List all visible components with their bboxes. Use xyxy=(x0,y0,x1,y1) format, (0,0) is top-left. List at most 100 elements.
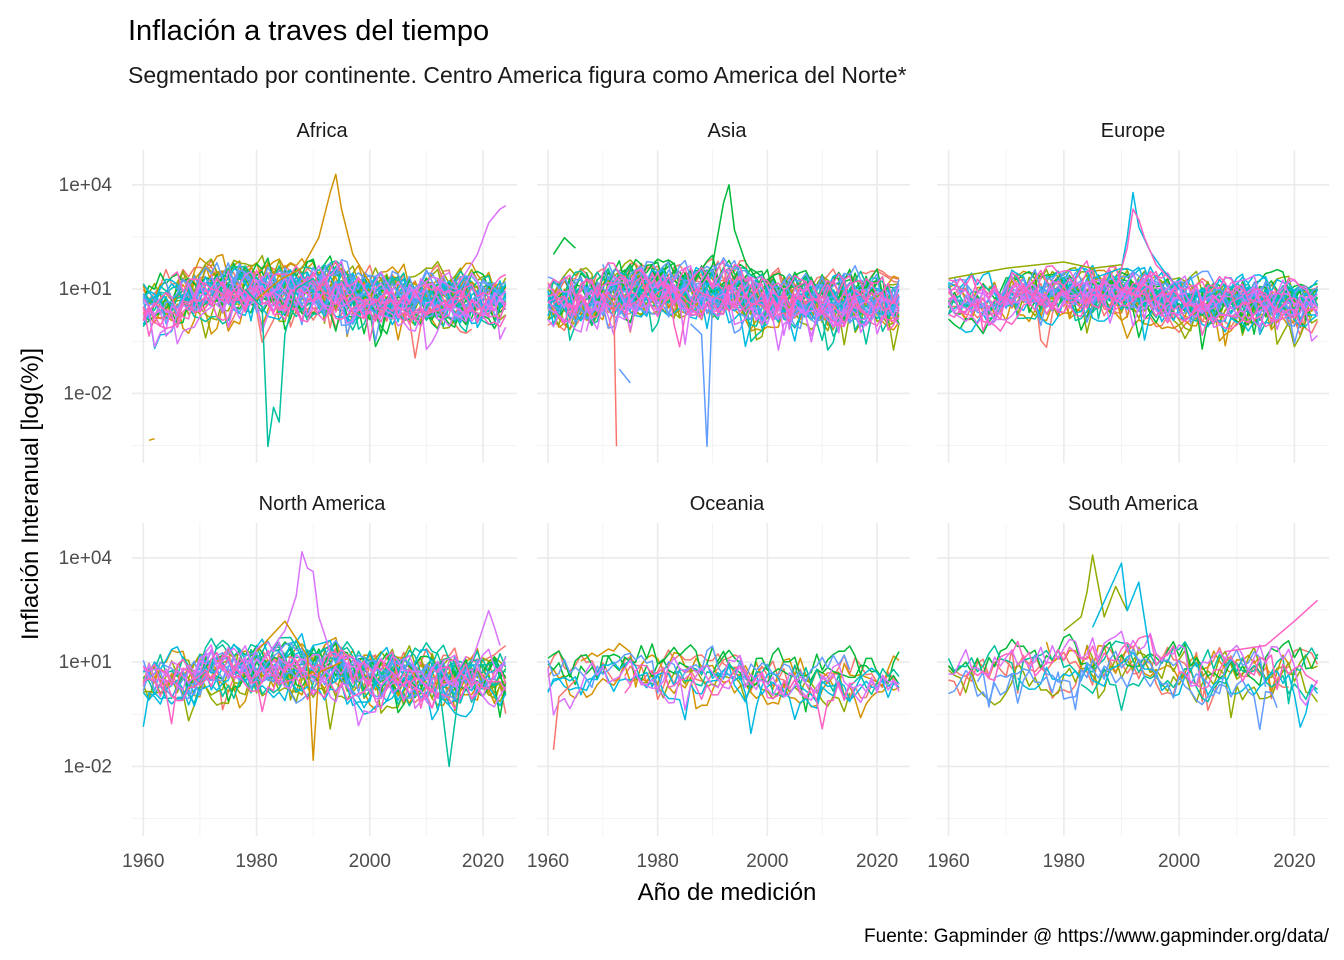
series-group xyxy=(142,173,507,448)
series-line xyxy=(948,287,1318,332)
series-line xyxy=(976,648,1267,711)
y-tick-label: 1e-02 xyxy=(63,383,112,404)
series-line xyxy=(547,654,900,716)
series-line-highlight xyxy=(948,261,1122,280)
series-line xyxy=(947,633,1319,687)
series-line xyxy=(199,636,507,699)
series-line xyxy=(651,283,900,328)
x-axis-ticks: 1960 1980 2000 2020 1960 1980 2000 2020 1960 1980… xyxy=(122,851,1315,872)
series-line-highlight xyxy=(256,173,371,301)
series-line xyxy=(227,664,507,727)
panel-south-america: South America xyxy=(937,493,1329,836)
series-line xyxy=(976,283,1301,336)
series-line xyxy=(142,645,507,690)
panel-north-america: North America xyxy=(132,493,517,836)
x-tick-label: 2000 xyxy=(746,851,788,872)
panel-europe: Europe xyxy=(937,120,1329,463)
series-line xyxy=(142,651,506,710)
series-line xyxy=(547,275,900,348)
series-line xyxy=(947,283,1319,331)
series-line-highlight xyxy=(1225,599,1319,653)
series-line-highlight xyxy=(148,437,155,442)
series-line xyxy=(182,659,462,704)
series-line-highlight xyxy=(552,236,576,255)
series-line xyxy=(142,651,507,725)
panel-label-south-america: South America xyxy=(1068,493,1199,515)
y-tick-label: 1e+04 xyxy=(59,175,113,196)
series-group xyxy=(142,550,507,768)
series-line xyxy=(948,658,1278,731)
y-axis-title: Inflación Interanual [log(%)] xyxy=(17,348,44,640)
x-tick-label: 1980 xyxy=(1043,851,1085,872)
series-line xyxy=(547,259,900,309)
panel-africa: Africa xyxy=(132,120,517,463)
series-line xyxy=(547,650,900,713)
series-line xyxy=(624,663,856,730)
panel-asia: Asia xyxy=(537,120,910,463)
x-tick-label: 1960 xyxy=(122,851,164,872)
series-group xyxy=(947,554,1319,731)
series-line xyxy=(948,269,1266,304)
panel-plot-oceania xyxy=(537,523,910,836)
panel-plot-europe xyxy=(937,150,1329,463)
series-line xyxy=(1080,661,1318,711)
series-line-highlight xyxy=(552,679,576,750)
panel-label-europe: Europe xyxy=(1101,120,1166,142)
panel-label-north-america: North America xyxy=(259,493,387,515)
series-line-highlight xyxy=(470,609,501,663)
series-line xyxy=(948,630,1319,706)
x-axis-title: Año de medición xyxy=(638,879,817,906)
x-tick-label: 2020 xyxy=(1273,851,1315,872)
series-group xyxy=(547,642,900,750)
series-line xyxy=(547,645,851,694)
series-line-highlight xyxy=(244,277,314,448)
series-line xyxy=(142,284,479,345)
panel-oceania: Oceania xyxy=(537,493,910,836)
series-line-highlight xyxy=(618,368,631,384)
series-line xyxy=(965,635,1318,691)
series-line xyxy=(142,664,484,710)
y-tick-label: 1e+01 xyxy=(59,279,112,300)
series-line xyxy=(547,643,900,685)
series-line-highlight xyxy=(602,291,618,447)
series-line xyxy=(547,649,900,689)
x-tick-label: 2020 xyxy=(462,851,504,872)
x-tick-label: 2000 xyxy=(1158,851,1200,872)
series-line xyxy=(142,282,507,330)
series-line xyxy=(142,275,501,342)
series-line-highlight xyxy=(437,205,507,290)
chart-caption: Fuente: Gapminder @ https://www.gapminde… xyxy=(864,926,1330,947)
series-line xyxy=(142,281,507,351)
x-tick-label: 1960 xyxy=(527,851,569,872)
series-line-highlight xyxy=(690,288,725,448)
chart-subtitle: Segmentado por continente. Centro Americ… xyxy=(128,62,907,88)
y-axis-ticks: 1e-02 1e+01 1e+04 1e-02 1e+01 1e+04 xyxy=(59,175,113,778)
panel-plot-north-america xyxy=(132,523,517,836)
x-tick-label: 1960 xyxy=(927,851,969,872)
x-tick-label: 2000 xyxy=(349,851,391,872)
panel-label-africa: Africa xyxy=(296,120,348,142)
series-line xyxy=(142,286,507,337)
series-line-highlight xyxy=(256,620,342,762)
series-line xyxy=(547,263,895,310)
panel-plot-asia xyxy=(537,150,910,463)
series-line xyxy=(947,272,1319,321)
panel-plot-south-america xyxy=(937,523,1329,836)
y-tick-label: 1e-02 xyxy=(63,756,112,777)
series-line xyxy=(553,276,900,331)
y-tick-label: 1e+04 xyxy=(59,548,113,569)
series-line-highlight xyxy=(436,672,462,768)
panel-label-asia: Asia xyxy=(708,120,748,142)
series-line xyxy=(547,265,900,337)
series-line xyxy=(142,275,473,342)
y-tick-label: 1e+01 xyxy=(59,652,112,673)
series-line xyxy=(624,664,900,711)
chart-title: Inflación a traves del tiempo xyxy=(128,15,489,47)
series-line xyxy=(602,257,867,309)
series-line xyxy=(948,644,1319,703)
series-line xyxy=(569,259,900,312)
series-line xyxy=(547,283,856,351)
series-line-highlight xyxy=(1114,208,1174,290)
series-line xyxy=(948,284,1318,332)
